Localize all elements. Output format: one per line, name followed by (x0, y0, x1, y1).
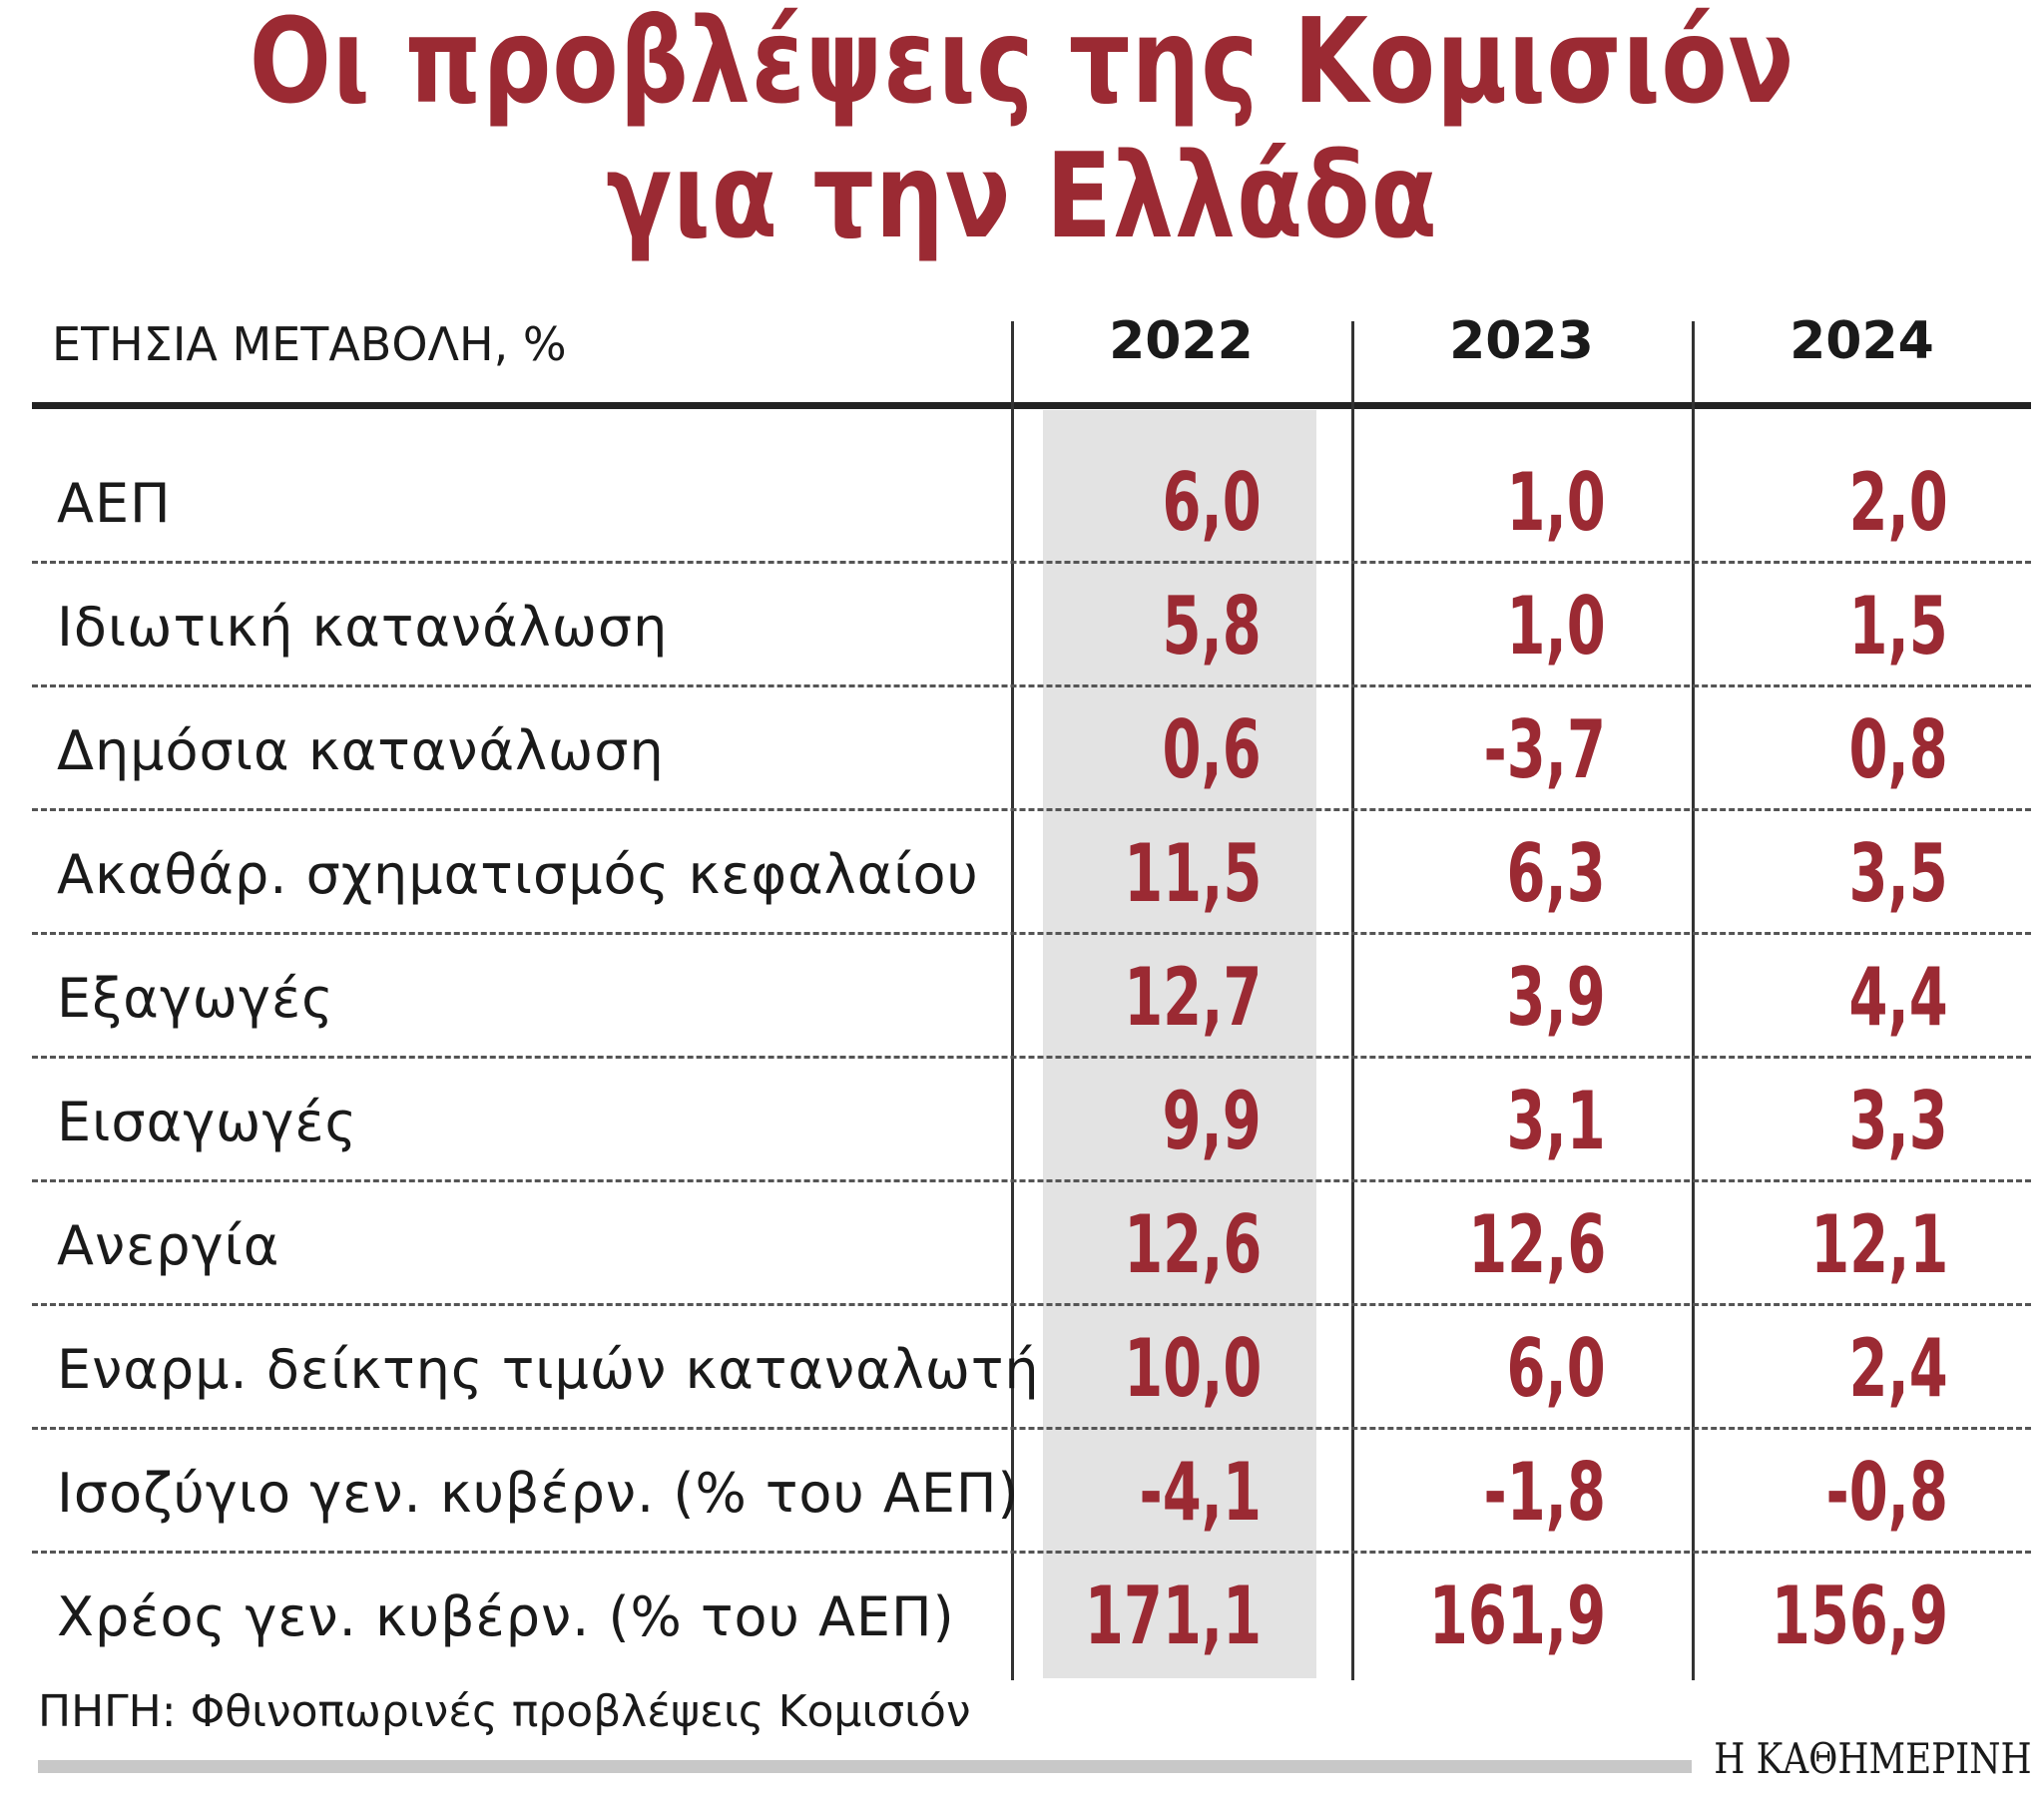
cell-value: 11,5 (1123, 827, 1262, 920)
cell-value: 3,9 (1506, 951, 1606, 1044)
highlight-column (1043, 410, 1316, 1678)
column-separator (1351, 321, 1354, 1680)
row-label: Χρέος γεν. κυβέρν. (% του ΑΕΠ) (57, 1585, 955, 1648)
cell-value: 156,9 (1771, 1570, 1948, 1662)
cell-value: 161,9 (1428, 1570, 1606, 1662)
cell-value: 6,0 (1506, 1322, 1606, 1415)
row-divider (32, 684, 2031, 687)
cell-value: -1,8 (1483, 1446, 1606, 1539)
column-separator (1692, 321, 1695, 1680)
cell-value: 171,1 (1084, 1570, 1262, 1662)
cell-value: 3,5 (1848, 827, 1948, 920)
cell-value: 2,4 (1848, 1322, 1948, 1415)
cell-value: 1,0 (1506, 456, 1606, 549)
row-label: Εξαγωγές (57, 967, 334, 1030)
row-divider (32, 1179, 2031, 1182)
header-label: ΕΤΗΣΙΑ ΜΕΤΑΒΟΛΗ, % (52, 317, 567, 371)
cell-value: 1,0 (1506, 580, 1606, 673)
cell-value: 10,0 (1123, 1322, 1262, 1415)
row-divider (32, 932, 2031, 935)
row-divider (32, 1427, 2031, 1430)
year-header: 2022 (1109, 311, 1254, 371)
row-label: Εισαγωγές (57, 1091, 358, 1153)
header-rule (32, 402, 2031, 409)
row-divider (32, 1056, 2031, 1059)
row-label: Ανεργία (57, 1214, 280, 1277)
row-label: Ισοζύγιο γεν. κυβέρν. (% του ΑΕΠ) (57, 1462, 1020, 1525)
row-divider (32, 808, 2031, 811)
row-label: Εναρμ. δείκτης τιμών καταναλωτή (57, 1338, 1040, 1401)
cell-value: 3,1 (1506, 1075, 1606, 1167)
row-label: Ακαθάρ. σχηματισμός κεφαλαίου (57, 843, 979, 906)
cell-value: 6,0 (1162, 456, 1262, 549)
cell-value: 12,7 (1123, 951, 1262, 1044)
column-separator (1011, 321, 1014, 1680)
year-header: 2023 (1449, 311, 1594, 371)
row-label: ΑΕΠ (57, 472, 172, 535)
cell-value: 12,1 (1809, 1198, 1948, 1291)
cell-value: 12,6 (1467, 1198, 1606, 1291)
title-line: για την Ελλάδα (606, 127, 1438, 264)
title-line: Οι προβλέψεις της Κομισιόν (249, 0, 1795, 130)
cell-value: 0,8 (1848, 703, 1948, 796)
row-divider (32, 561, 2031, 564)
cell-value: 1,5 (1848, 580, 1948, 673)
cell-value: 4,4 (1848, 951, 1948, 1044)
row-label: Ιδιωτική κατανάλωση (57, 596, 669, 659)
cell-value: 2,0 (1848, 456, 1948, 549)
row-label: Δημόσια κατανάλωση (57, 719, 665, 782)
cell-value: 5,8 (1162, 580, 1262, 673)
source-note: ΠΗΓΗ: Φθινοπωρινές προβλέψεις Κομισιόν (38, 1686, 971, 1737)
row-divider (32, 1303, 2031, 1306)
cell-value: 12,6 (1123, 1198, 1262, 1291)
cell-value: -0,8 (1825, 1446, 1948, 1539)
cell-value: -4,1 (1139, 1446, 1262, 1539)
year-header: 2024 (1789, 311, 1934, 371)
cell-value: -3,7 (1483, 703, 1606, 796)
cell-value: 0,6 (1162, 703, 1262, 796)
cell-value: 6,3 (1506, 827, 1606, 920)
logo: Η ΚΑΘΗΜΕΡΙΝΗ (1714, 1734, 2032, 1783)
row-divider (32, 1551, 2031, 1554)
cell-value: 3,3 (1848, 1075, 1948, 1167)
cell-value: 9,9 (1162, 1075, 1262, 1167)
footer-bar (38, 1760, 1692, 1773)
